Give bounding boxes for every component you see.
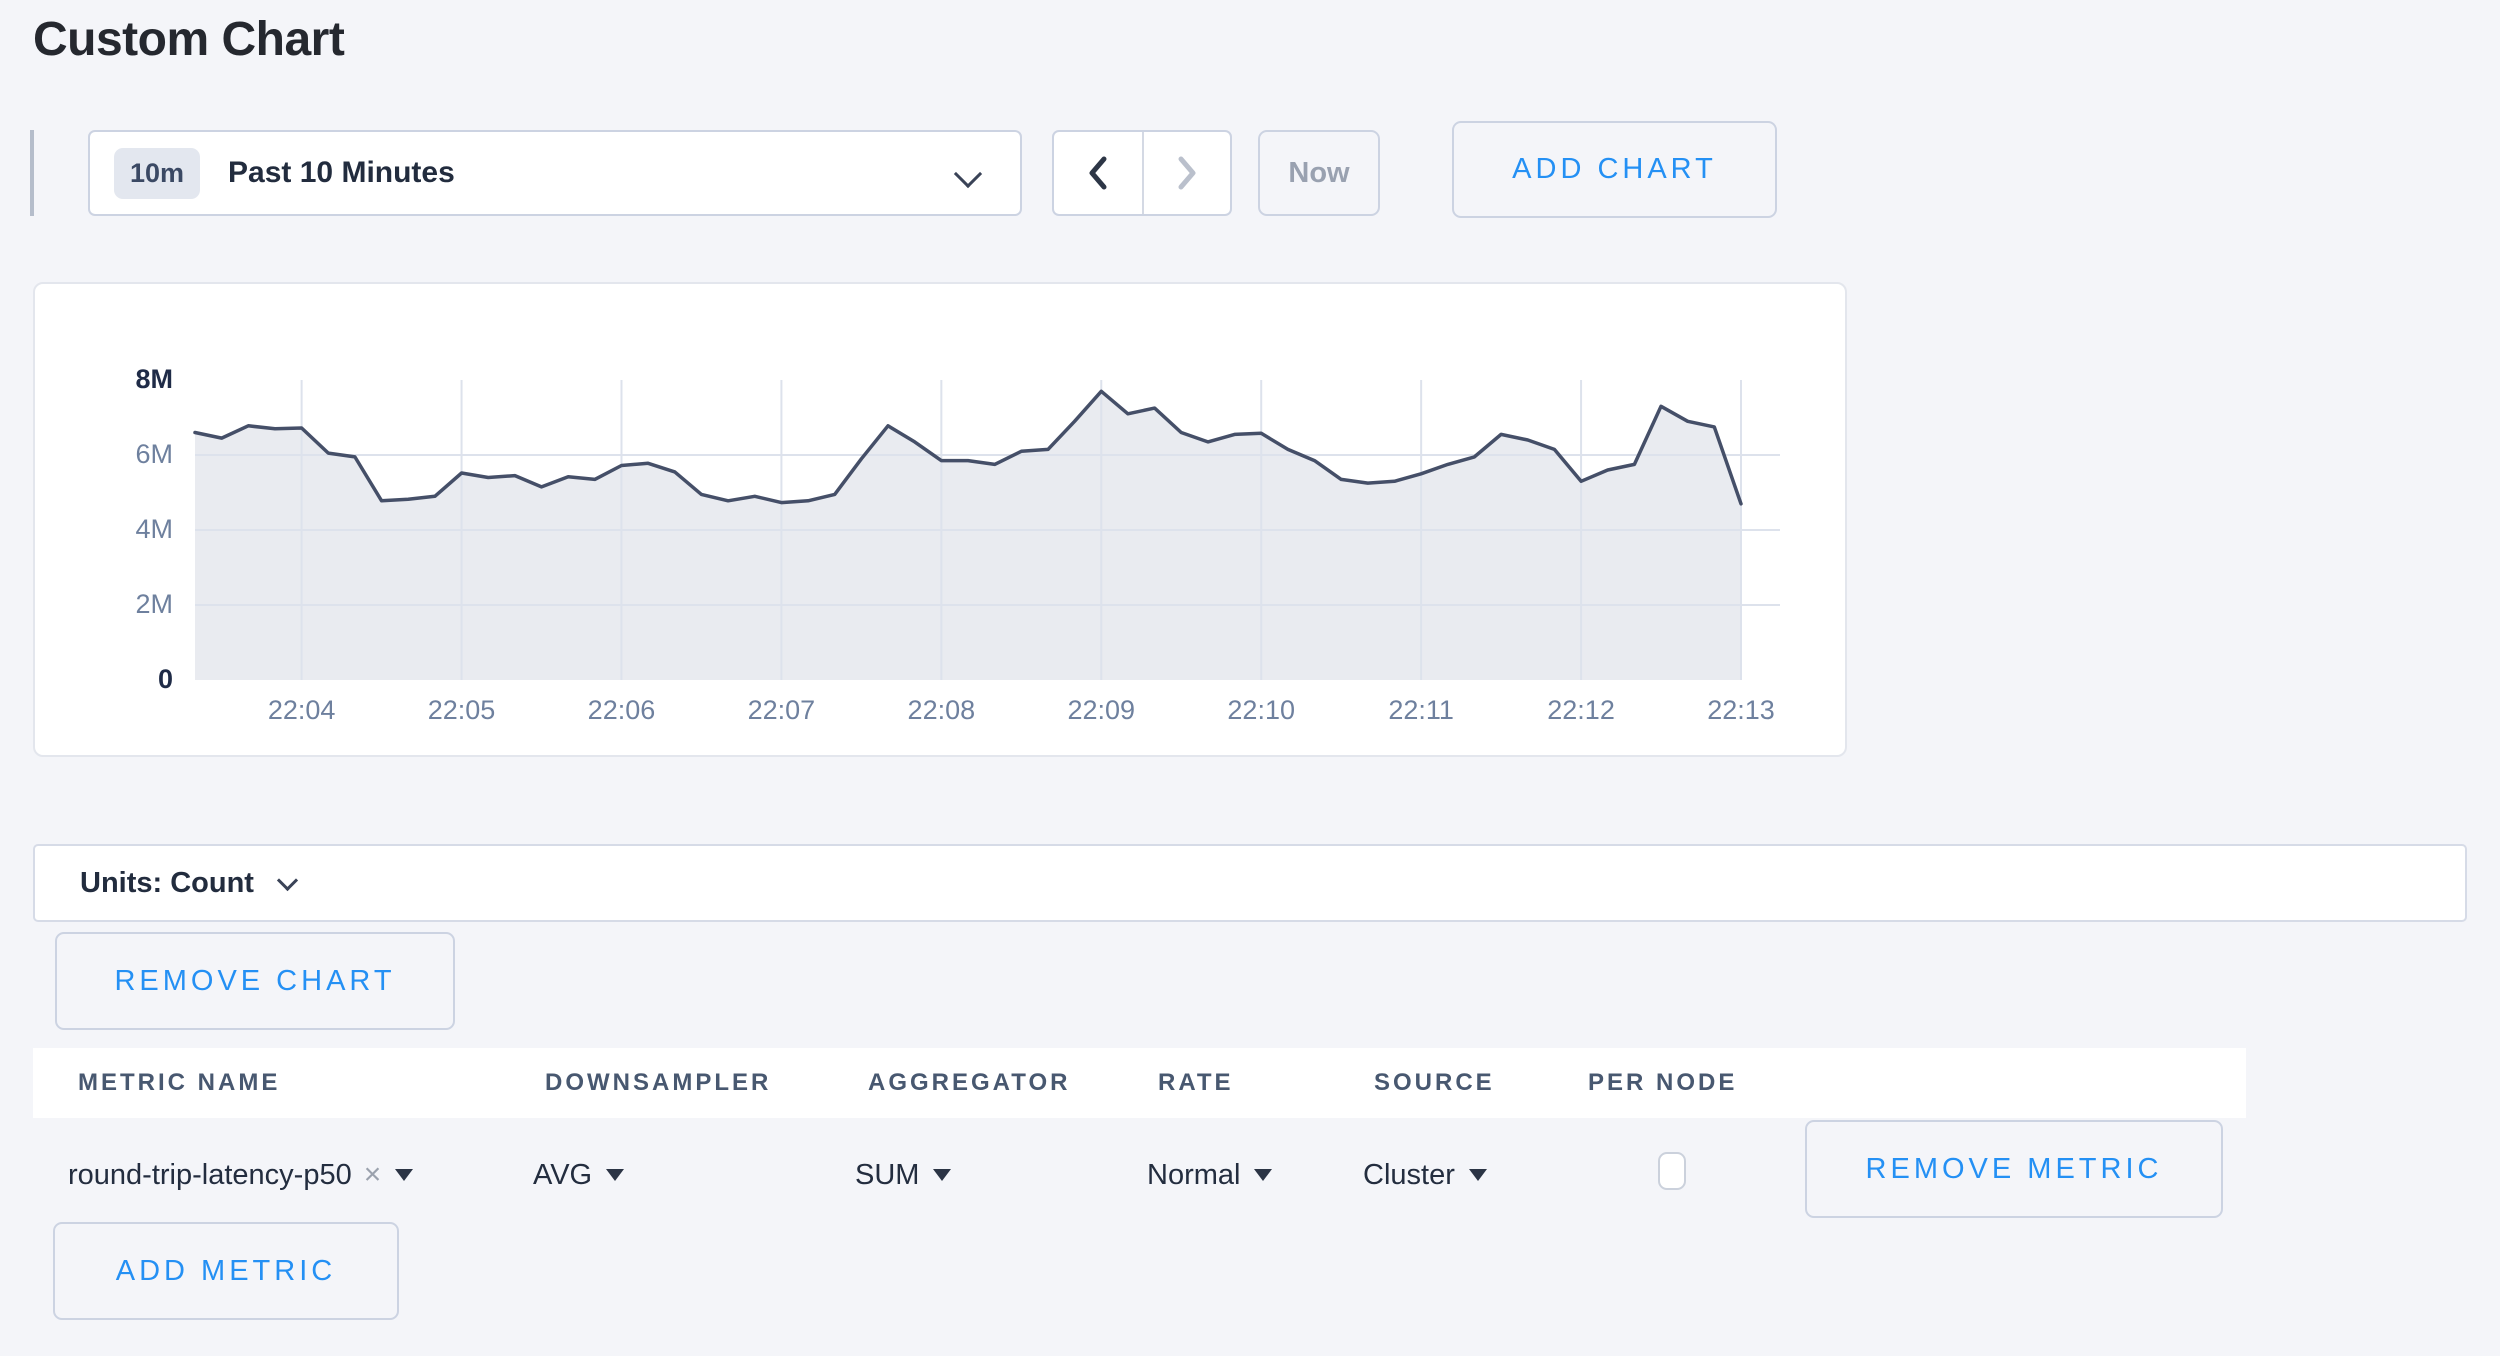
time-nav-group	[1052, 130, 1232, 216]
rate-dropdown[interactable]: Normal	[1147, 1135, 1273, 1215]
chevron-down-icon	[276, 869, 299, 891]
chart-line	[193, 389, 1743, 506]
chevron-right-icon	[1178, 156, 1196, 190]
prev-time-button[interactable]	[1054, 132, 1142, 214]
y-axis-tick-label: 0	[157, 664, 173, 694]
chevron-down-icon	[953, 159, 983, 189]
add-metric-button[interactable]: ADD METRIC	[53, 1222, 399, 1320]
caret-down-icon	[1254, 1169, 1273, 1181]
metric-name-dropdown[interactable]: round-trip-latency-p50 ×	[68, 1135, 414, 1215]
y-axis-tick-label: 4M	[135, 514, 173, 544]
rate-value: Normal	[1147, 1158, 1241, 1191]
aggregator-value: SUM	[855, 1158, 920, 1191]
remove-metric-button[interactable]: REMOVE METRIC	[1805, 1120, 2223, 1218]
x-axis-tick-label: 22:10	[1227, 695, 1295, 725]
y-axis-tick-label: 8M	[135, 364, 173, 394]
header-rate: RATE	[1158, 1069, 1234, 1096]
chart-plot[interactable]: 22:04 22:05 22:06 22:07 22:08 22:09 22:10 22:11…	[135, 364, 1780, 725]
section-accent-bar	[30, 130, 34, 216]
source-value: Cluster	[1363, 1158, 1455, 1191]
x-axis-tick-label: 22:04	[267, 695, 336, 725]
metric-name-value: round-trip-latency-p50	[68, 1158, 352, 1191]
x-axis-tick-label: 22:09	[1067, 695, 1136, 725]
caret-down-icon	[395, 1169, 414, 1181]
downsampler-value: AVG	[533, 1158, 593, 1191]
x-axis-tick-label: 22:07	[747, 695, 816, 725]
add-chart-button[interactable]: ADD CHART	[1452, 121, 1777, 218]
x-axis-tick-label: 22:08	[907, 695, 976, 725]
next-time-button[interactable]	[1142, 132, 1230, 214]
y-axis-tick-label: 6M	[135, 439, 173, 469]
time-window-badge: 10m	[114, 147, 201, 199]
metrics-table-header-band	[33, 1048, 2246, 1118]
x-axis-tick-label: 22:11	[1388, 695, 1454, 725]
header-downsampler: DOWNSAMPLER	[545, 1069, 772, 1096]
time-window-dropdown[interactable]: 10m Past 10 Minutes	[88, 130, 1022, 216]
downsampler-dropdown[interactable]: AVG	[533, 1135, 625, 1215]
remove-value-x-icon[interactable]: ×	[363, 1158, 382, 1191]
caret-down-icon	[606, 1169, 625, 1181]
caret-down-icon	[933, 1169, 952, 1181]
now-button[interactable]: Now	[1258, 130, 1380, 216]
x-axis-tick-label: 22:12	[1547, 695, 1615, 725]
remove-chart-button[interactable]: REMOVE CHART	[55, 932, 455, 1030]
header-source: SOURCE	[1374, 1069, 1495, 1096]
per-node-checkbox[interactable]	[1658, 1152, 1686, 1190]
time-window-label: Past 10 Minutes	[228, 156, 455, 189]
caret-down-icon	[1468, 1169, 1487, 1181]
aggregator-dropdown[interactable]: SUM	[855, 1135, 952, 1215]
source-dropdown[interactable]: Cluster	[1363, 1135, 1487, 1215]
y-axis-tick-label: 2M	[135, 589, 173, 619]
chart-area	[195, 391, 1741, 680]
x-axis-tick-label: 22:05	[427, 695, 496, 725]
header-per-node: PER NODE	[1588, 1069, 1738, 1096]
header-aggregator: AGGREGATOR	[868, 1069, 1071, 1096]
chart-canvas	[193, 380, 1780, 680]
page-title: Custom Chart	[33, 13, 345, 66]
units-dropdown[interactable]: Units: Count	[33, 844, 2467, 922]
chevron-left-icon	[1089, 156, 1107, 190]
header-metric-name: METRIC NAME	[78, 1069, 281, 1096]
x-axis-tick-label: 22:06	[587, 695, 656, 725]
units-label: Units: Count	[80, 866, 254, 899]
x-axis-tick-label: 22:13	[1707, 695, 1775, 725]
